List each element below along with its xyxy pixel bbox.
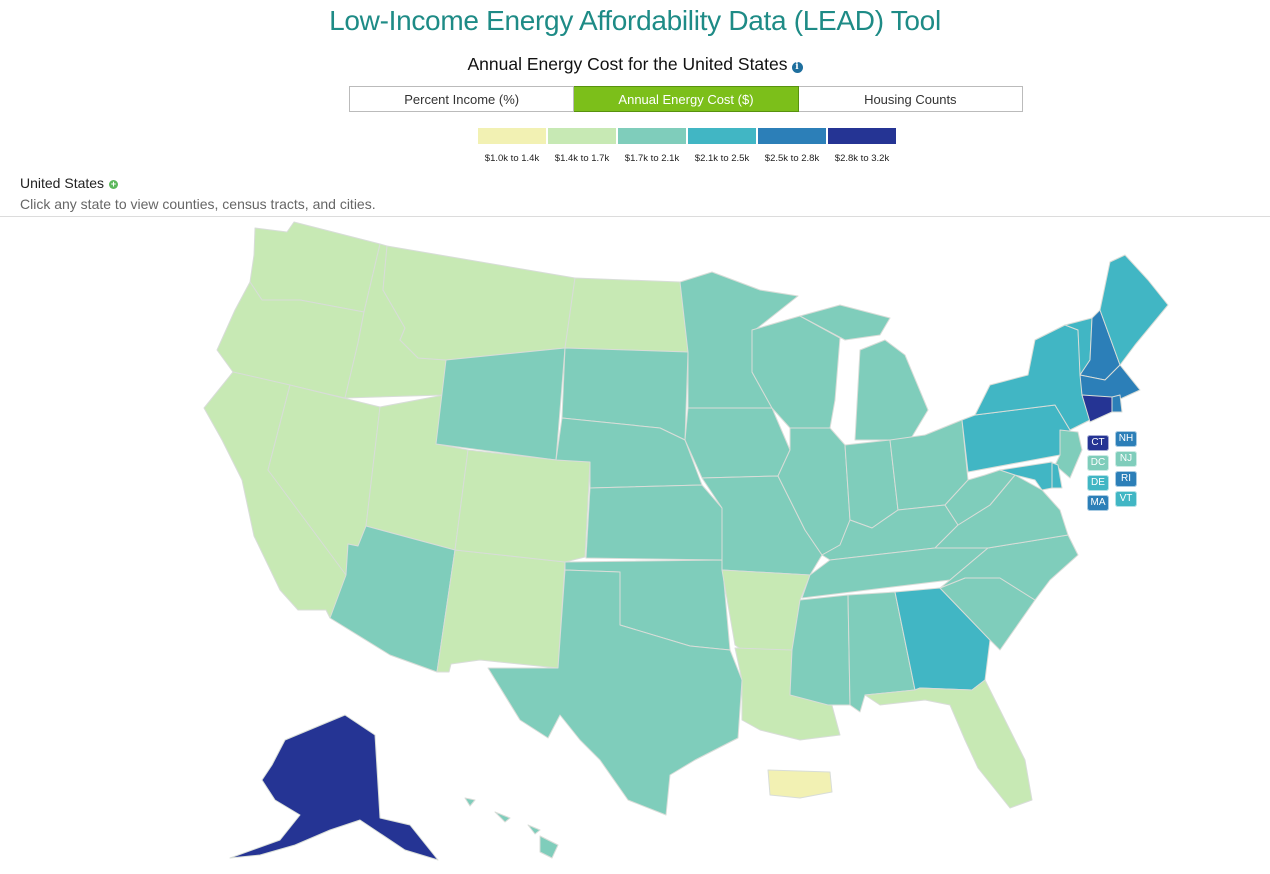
state-alaska[interactable] (229, 714, 439, 861)
legend-item: $2.1k to 2.5k (688, 128, 756, 164)
state-arizona[interactable] (329, 525, 456, 673)
breadcrumb: United States + (20, 175, 119, 191)
legend-item: $1.0k to 1.4k (478, 128, 546, 164)
state-puerto-rico[interactable] (767, 769, 833, 799)
legend-label: $2.1k to 2.5k (694, 153, 750, 164)
plus-circle-icon[interactable]: + (109, 179, 119, 189)
state-connecticut[interactable] (1081, 394, 1113, 423)
state-texas[interactable] (487, 569, 743, 816)
legend-label: $1.4k to 1.7k (554, 153, 610, 164)
state-new-mexico[interactable] (436, 549, 566, 673)
divider (0, 216, 1270, 217)
legend-label: $1.0k to 1.4k (484, 153, 540, 164)
small-state-ct[interactable]: CT (1087, 435, 1109, 451)
state-new-jersey[interactable] (1054, 429, 1083, 479)
tab-housing-counts[interactable]: Housing Counts (798, 86, 1023, 112)
legend-label: $2.8k to 3.2k (834, 153, 890, 164)
small-state-nh[interactable]: NH (1115, 431, 1137, 447)
legend-item: $2.8k to 3.2k (828, 128, 896, 164)
tab-percent-income[interactable]: Percent Income (%) (349, 86, 575, 112)
small-state-nj[interactable]: NJ (1115, 451, 1137, 467)
legend-swatch (478, 128, 546, 144)
legend-swatch (688, 128, 756, 144)
small-state-vt[interactable]: VT (1115, 491, 1137, 507)
tab-annual-energy-cost[interactable]: Annual Energy Cost ($) (574, 86, 799, 112)
small-state-dc[interactable]: DC (1087, 455, 1109, 471)
state-indiana[interactable] (844, 439, 899, 529)
legend-label: $2.5k to 2.8k (764, 153, 820, 164)
breadcrumb-label[interactable]: United States (20, 175, 105, 191)
state-north-dakota[interactable] (564, 277, 689, 353)
state-maryland[interactable] (999, 461, 1053, 491)
legend-item: $2.5k to 2.8k (758, 128, 826, 164)
small-state-de[interactable]: DE (1087, 475, 1109, 491)
state-wyoming[interactable] (435, 347, 566, 461)
state-hawaii[interactable] (464, 797, 559, 859)
state-maine[interactable] (1099, 254, 1169, 366)
legend-item: $1.7k to 2.1k (618, 128, 686, 164)
subtitle-text: Annual Energy Cost for the United States (467, 54, 788, 74)
map-hint: Click any state to view counties, census… (20, 196, 376, 212)
state-colorado[interactable] (454, 449, 591, 563)
state-iowa[interactable] (684, 407, 791, 479)
page-title: Low-Income Energy Affordability Data (LE… (329, 5, 941, 36)
small-state-ri[interactable]: RI (1115, 471, 1137, 487)
state-kansas[interactable] (585, 484, 723, 561)
legend-swatch (758, 128, 826, 144)
legend-item: $1.4k to 1.7k (548, 128, 616, 164)
legend-label: $1.7k to 2.1k (624, 153, 680, 164)
legend: $1.0k to 1.4k $1.4k to 1.7k $1.7k to 2.1… (478, 128, 898, 164)
small-state-ma[interactable]: MA (1087, 495, 1109, 511)
state-florida[interactable] (864, 679, 1033, 809)
legend-swatch (618, 128, 686, 144)
state-rhode-island[interactable] (1111, 394, 1123, 413)
map-subtitle: Annual Energy Cost for the United States… (0, 54, 1270, 75)
info-circle-icon[interactable]: i (791, 62, 803, 73)
metric-tabs: Percent Income (%) Annual Energy Cost ($… (349, 86, 1023, 112)
state-washington[interactable] (249, 221, 381, 313)
state-montana[interactable] (382, 245, 576, 361)
legend-swatch (548, 128, 616, 144)
legend-swatch (828, 128, 896, 144)
state-mississippi[interactable] (789, 594, 851, 706)
